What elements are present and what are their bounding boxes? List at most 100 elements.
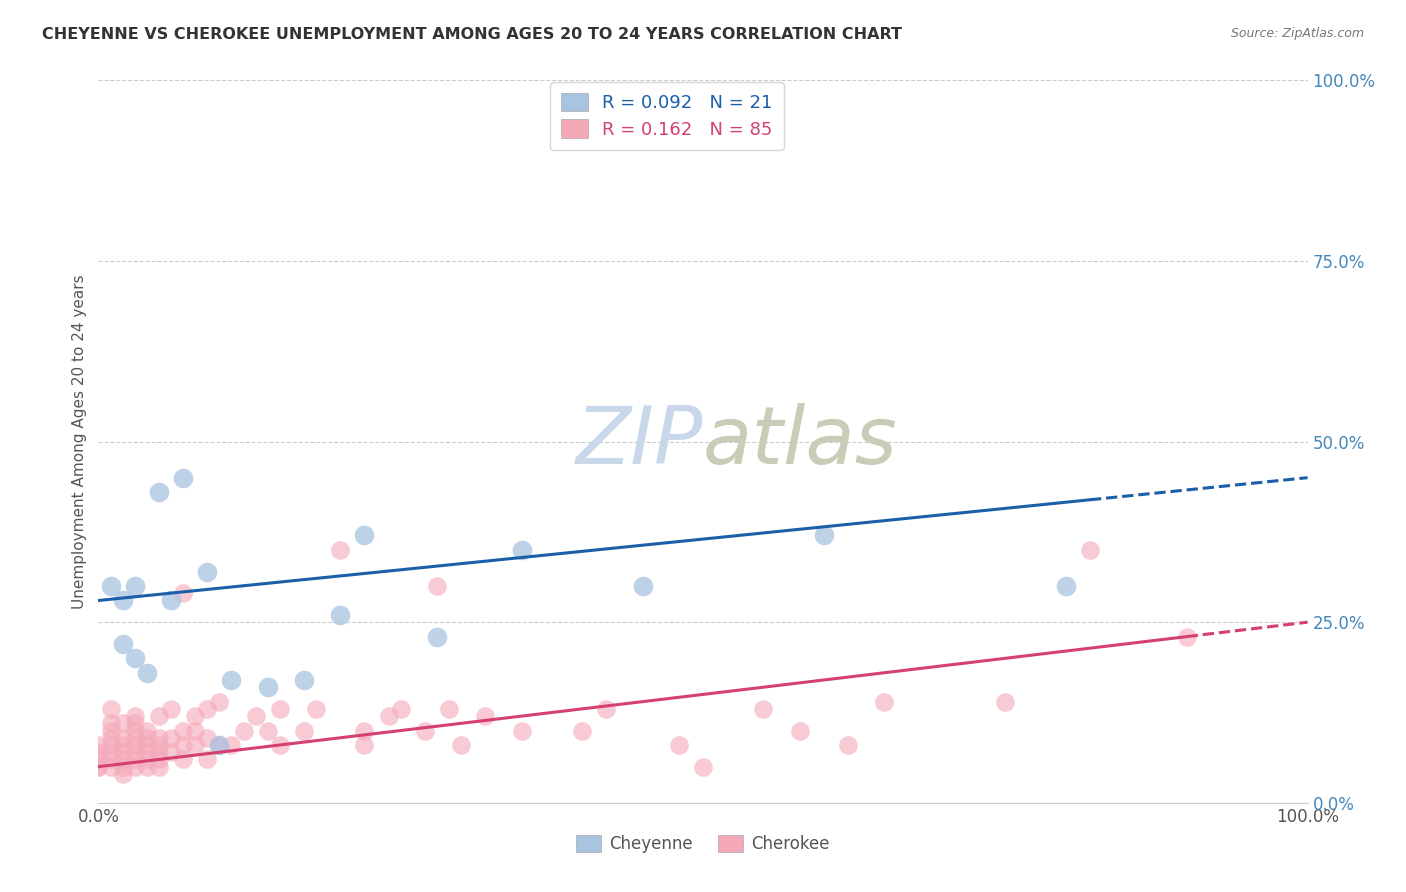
Point [87,760,110,774]
Point [148,738,170,752]
Point [160,702,183,716]
Point [160,593,183,607]
Point [353,738,375,752]
Point [595,702,617,716]
Point [172,723,194,738]
Point [111,767,134,781]
Point [135,723,157,738]
Point [100,745,122,759]
Point [135,745,157,759]
Point [111,738,134,752]
Point [148,760,170,774]
Point [100,716,122,731]
Point [160,745,183,759]
Point [1078,542,1101,557]
Point [232,723,254,738]
Point [329,542,352,557]
Point [148,745,170,759]
Point [208,695,231,709]
Point [124,709,146,723]
Point [184,709,207,723]
Point [135,731,157,745]
Point [124,723,146,738]
Point [111,637,134,651]
Point [148,752,170,766]
Point [1054,579,1077,593]
Point [135,738,157,752]
Point [208,738,231,752]
Point [256,723,278,738]
Text: ZIP: ZIP [575,402,703,481]
Point [353,528,375,542]
Point [172,471,194,485]
Point [1175,630,1198,644]
Point [329,607,352,622]
Point [195,731,218,745]
Point [100,723,122,738]
Point [172,586,194,600]
Point [124,651,146,665]
Point [111,745,134,759]
Point [437,702,460,716]
Point [837,738,859,752]
Point [377,709,399,723]
Point [100,702,122,716]
Point [148,731,170,745]
Point [426,630,449,644]
Point [353,723,375,738]
Point [124,738,146,752]
Point [195,752,218,766]
Point [474,709,496,723]
Point [813,528,835,542]
Y-axis label: Unemployment Among Ages 20 to 24 years: Unemployment Among Ages 20 to 24 years [72,274,87,609]
Point [195,565,218,579]
Point [269,702,291,716]
Point [208,738,231,752]
Point [450,738,472,752]
Point [111,731,134,745]
Point [292,723,315,738]
Point [668,738,690,752]
Point [510,723,533,738]
Legend: Cheyenne, Cherokee: Cheyenne, Cherokee [569,828,837,860]
Point [111,593,134,607]
Point [124,752,146,766]
Point [135,752,157,766]
Point [631,579,654,593]
Point [111,716,134,731]
Point [571,723,593,738]
Point [269,738,291,752]
Point [256,680,278,694]
Point [124,745,146,759]
Point [221,738,243,752]
Point [135,665,157,680]
Point [292,673,315,687]
Point [873,695,896,709]
Point [111,752,134,766]
Point [124,731,146,745]
Point [413,723,436,738]
Point [100,760,122,774]
Point [172,752,194,766]
Point [135,760,157,774]
Point [160,731,183,745]
Text: Source: ZipAtlas.com: Source: ZipAtlas.com [1230,27,1364,40]
Point [221,673,243,687]
Point [124,579,146,593]
Point [124,760,146,774]
Point [87,738,110,752]
Text: CHEYENNE VS CHEROKEE UNEMPLOYMENT AMONG AGES 20 TO 24 YEARS CORRELATION CHART: CHEYENNE VS CHEROKEE UNEMPLOYMENT AMONG … [42,27,903,42]
Point [692,760,714,774]
Point [100,579,122,593]
Point [172,738,194,752]
Point [184,738,207,752]
Text: atlas: atlas [703,402,898,481]
Point [148,485,170,500]
Point [195,702,218,716]
Point [124,716,146,731]
Point [87,760,110,774]
Point [148,709,170,723]
Point [100,731,122,745]
Point [994,695,1017,709]
Point [389,702,412,716]
